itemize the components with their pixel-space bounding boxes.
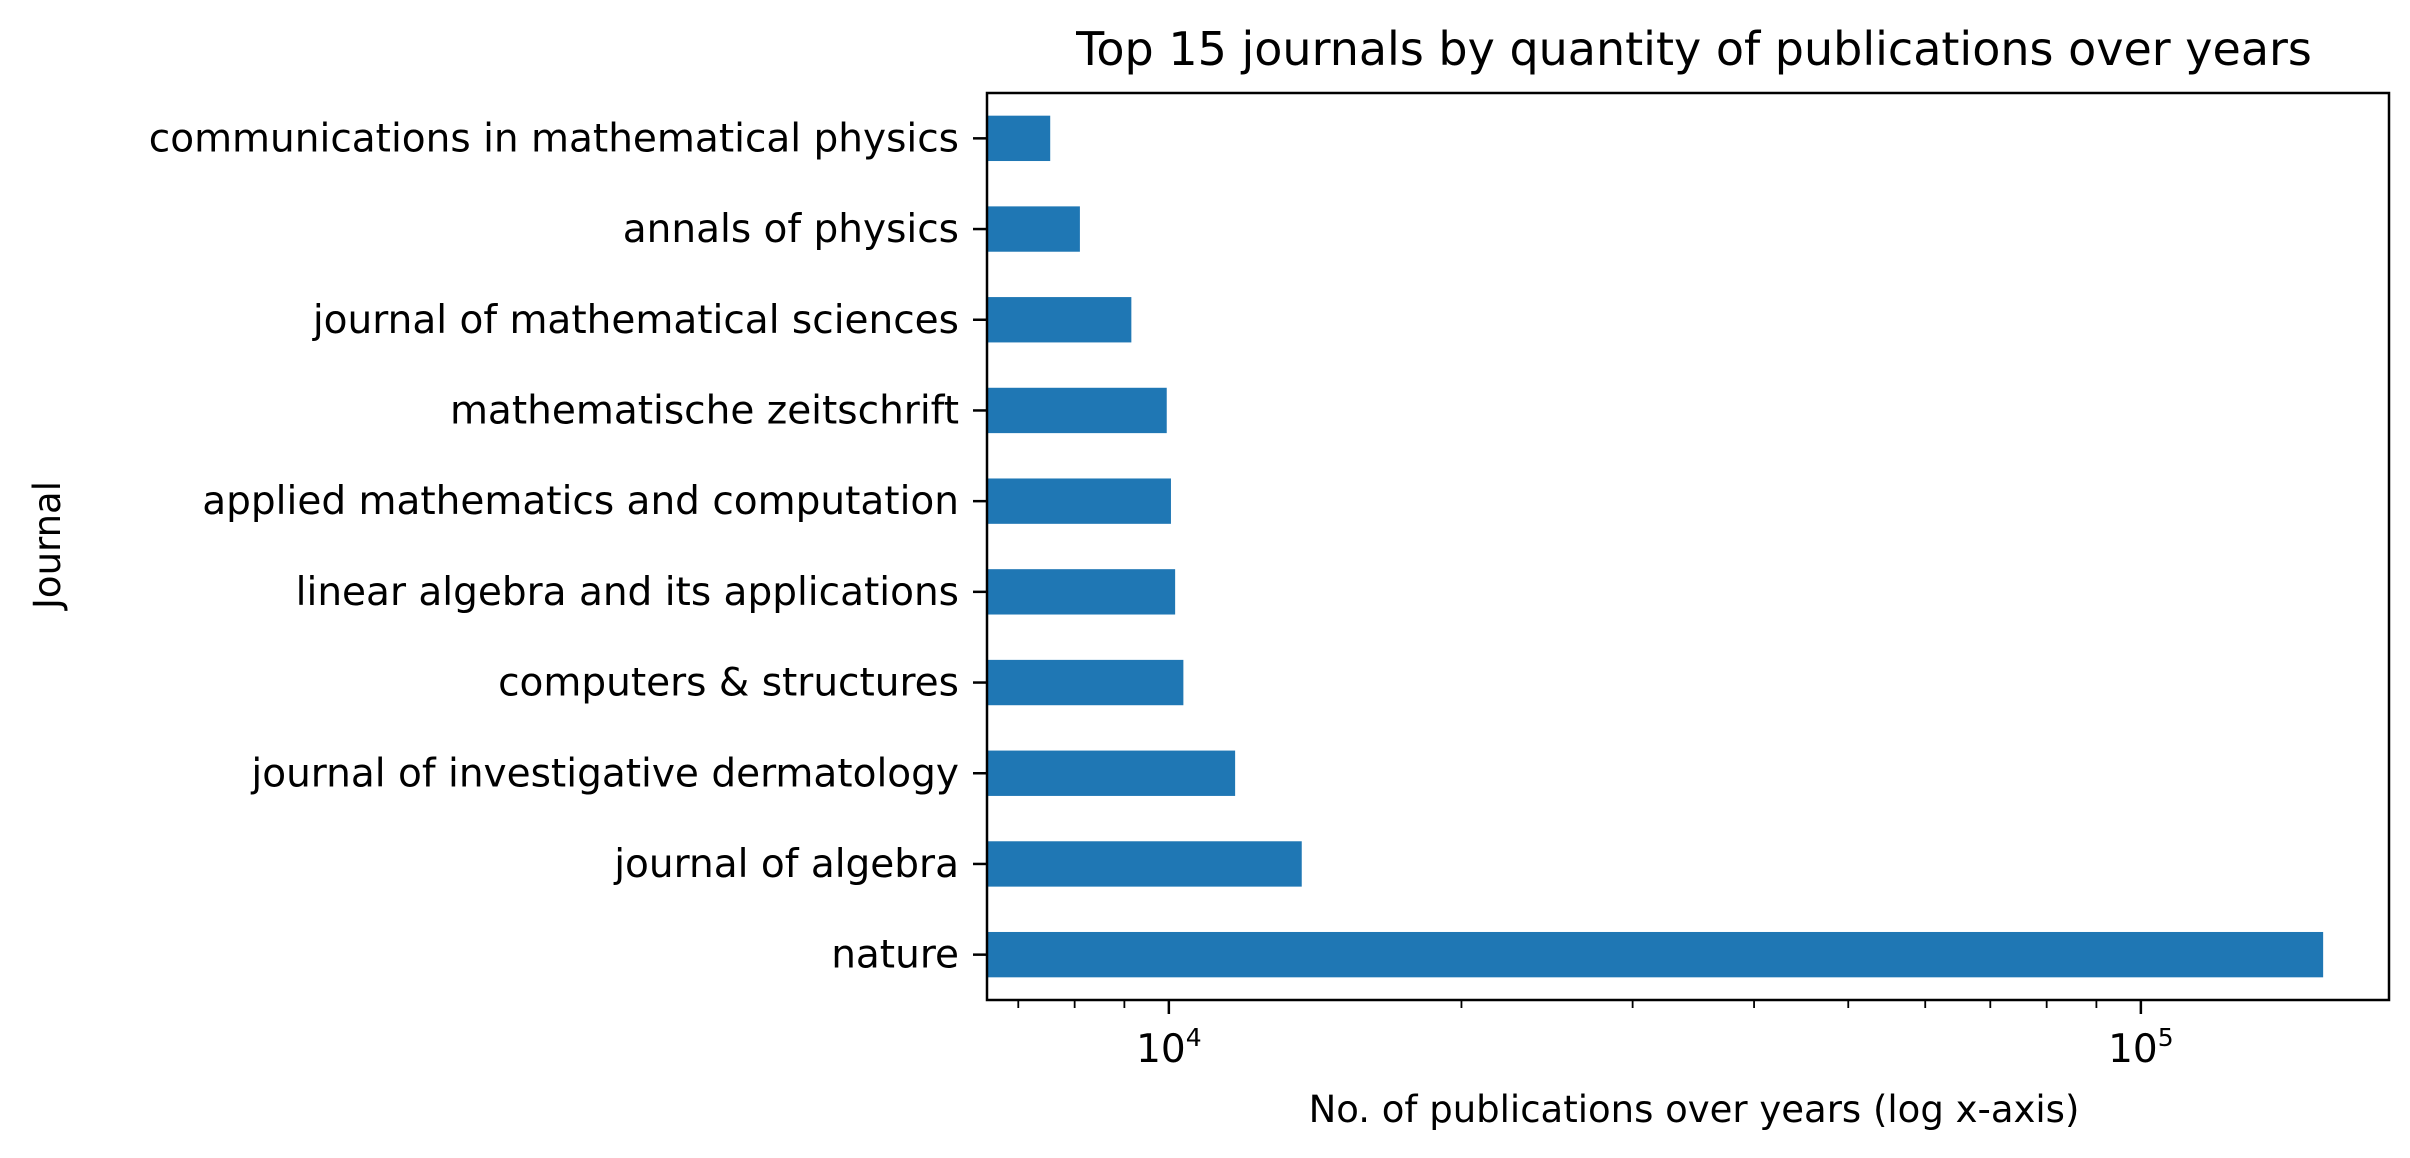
- bar: [987, 387, 1167, 434]
- chart-title: Top 15 journals by quantity of publicati…: [1075, 22, 2312, 76]
- y-tick-label: communications in mathematical physics: [149, 116, 959, 161]
- y-tick-label: linear algebra and its applications: [296, 570, 959, 615]
- bar: [987, 750, 1236, 796]
- bar: [987, 115, 1051, 162]
- plot-frame: [985, 91, 2391, 1002]
- x-tick-label: 104: [1136, 1023, 1202, 1072]
- y-tick-label: journal of algebra: [613, 842, 959, 887]
- y-tick-label: mathematische zeitschrift: [450, 388, 959, 433]
- y-tick-label: nature: [831, 933, 959, 978]
- bar: [987, 478, 1171, 524]
- bar: [987, 931, 2324, 978]
- x-axis-label: No. of publications over years (log x-ax…: [1309, 1088, 2080, 1131]
- y-tick-label: computers & structures: [498, 661, 959, 706]
- bar: [987, 841, 1302, 887]
- bar: [987, 659, 1184, 706]
- x-tick-label: 105: [2108, 1023, 2174, 1072]
- bar: [987, 206, 1080, 252]
- y-tick-label: journal of mathematical sciences: [312, 298, 959, 343]
- x-axis-ticks: 104 105: [1017, 1000, 2174, 1072]
- y-axis-label: Journal: [26, 481, 69, 611]
- y-tick-label: journal of investigative dermatology: [250, 751, 959, 796]
- y-axis-ticks: communications in mathematical physics an…: [149, 116, 987, 978]
- bar: [987, 297, 1132, 343]
- bar: [987, 569, 1176, 615]
- y-tick-label: applied mathematics and computation: [202, 479, 959, 524]
- y-tick-label: annals of physics: [623, 207, 959, 252]
- bars-layer: [987, 115, 2324, 978]
